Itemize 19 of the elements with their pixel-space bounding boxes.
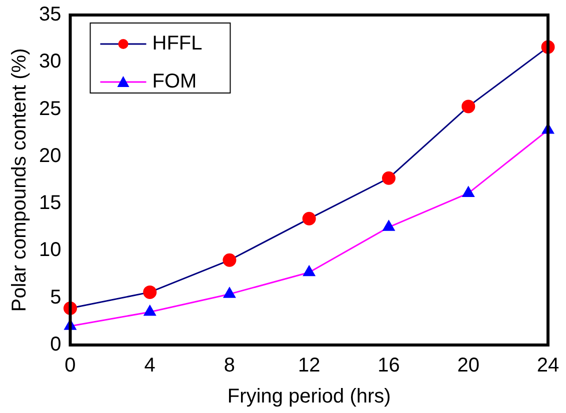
x-tick-label: 12	[298, 354, 320, 377]
y-tick-label: 35	[38, 4, 62, 26]
y-axis-title: Polar compounds content (%)	[8, 48, 31, 312]
y-tick-label: 0	[50, 334, 62, 356]
y-tick-label: 25	[38, 98, 62, 120]
legend-label: FOM	[152, 70, 197, 93]
x-tick-label: 16	[378, 354, 400, 377]
x-tick-label: 4	[144, 354, 156, 377]
x-tick-label: 8	[224, 354, 236, 377]
y-tick-label: 20	[38, 144, 62, 167]
x-tick-label: 20	[457, 354, 480, 377]
legend-label: HFFL	[152, 32, 202, 55]
x-tick-label: 0	[64, 354, 76, 377]
x-axis-title: Frying period (hrs)	[227, 386, 391, 408]
y-tick-label: 15	[38, 192, 62, 214]
y-tick-label: 30	[38, 50, 62, 73]
x-tick-label: 24	[536, 354, 560, 377]
y-tick-label: 10	[38, 239, 62, 262]
y-tick-label: 5	[50, 286, 62, 308]
